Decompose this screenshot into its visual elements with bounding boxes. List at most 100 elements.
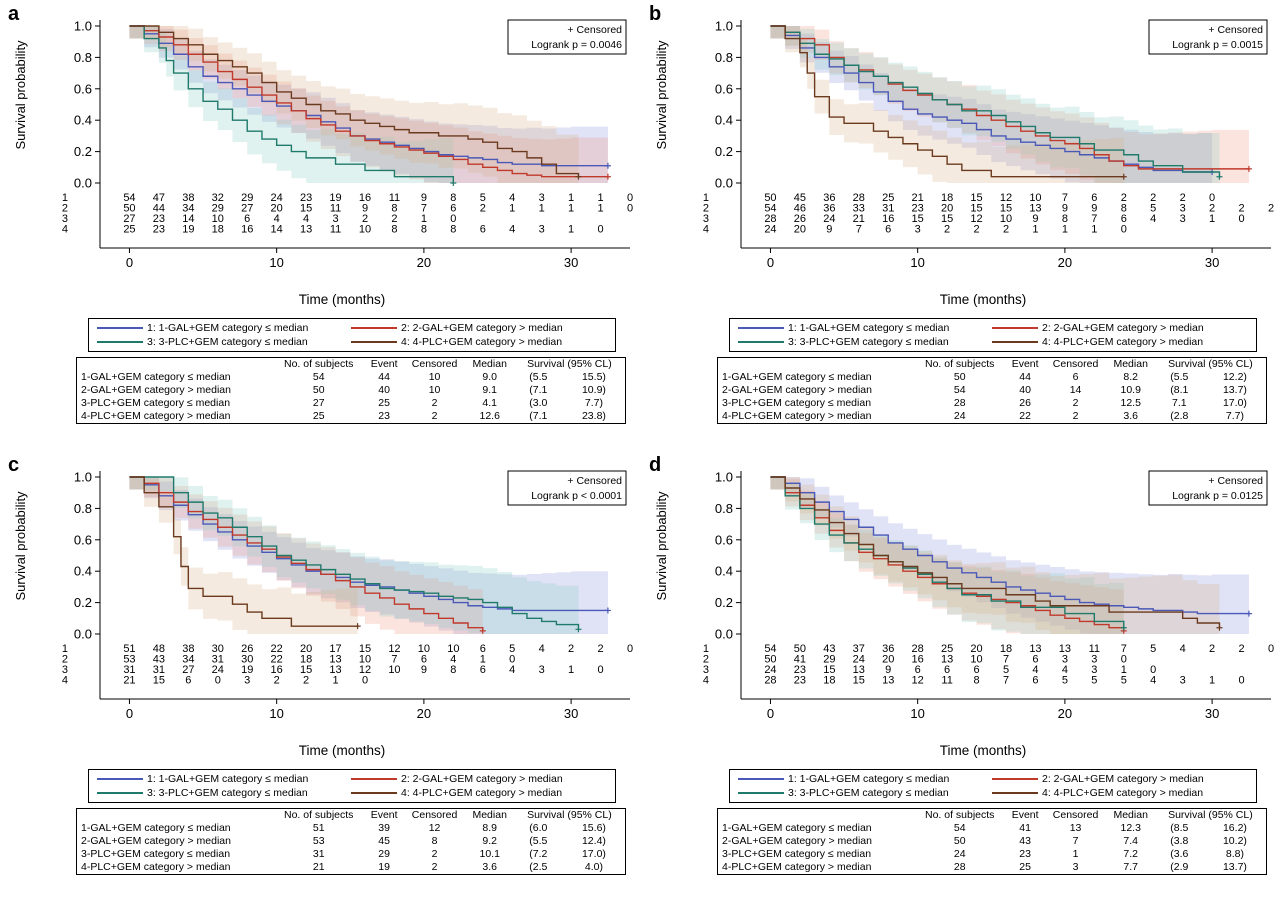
risk-count: 9 — [421, 664, 427, 676]
stats-table: No. of subjects Event Censored Median Surviv… — [717, 808, 1267, 875]
risk-count: 3 — [539, 664, 545, 676]
stats-cell: (3.0 — [529, 397, 548, 409]
legend-swatch — [738, 327, 784, 330]
risk-count: 32 — [212, 192, 224, 204]
risk-count: 13 — [853, 664, 865, 676]
risk-count: 12 — [359, 664, 371, 676]
legend-item-1: 1: 1-GAL+GEM category ≤ median — [738, 772, 949, 786]
risk-count: 11 — [330, 203, 341, 215]
stats-row: 2-GAL+GEM category > median 54 40 14 10.9 (8.… — [718, 384, 1266, 397]
survival-curve-4 — [129, 25, 580, 177]
x-tick-label: 30 — [1205, 255, 1219, 270]
risk-count: 4 — [509, 192, 515, 204]
stats-cell: 7.7 — [1123, 861, 1138, 873]
legend-box: 1: 1-GAL+GEM category ≤ median 2: 2-GAL+G… — [729, 318, 1257, 352]
y-tick-label: 0.8 — [74, 50, 92, 65]
legend-label: 1: 1-GAL+GEM category ≤ median — [147, 773, 309, 785]
risk-count: 54 — [123, 192, 135, 204]
x-tick-label: 0 — [767, 255, 774, 270]
risk-count: 24 — [212, 664, 224, 676]
y-tick-label: 0.4 — [715, 113, 733, 128]
risk-count: 24 — [823, 213, 835, 225]
stats-cell: 13.7) — [1222, 384, 1247, 396]
stats-header-cell: No. of subjects — [924, 358, 995, 370]
stats-cell: 2 — [431, 397, 438, 409]
censor-mark — [1216, 624, 1223, 631]
risk-row-id: 1 — [62, 643, 68, 655]
stats-cell: 19 — [378, 861, 390, 873]
risk-count: 2 — [303, 675, 309, 687]
risk-count: 8 — [450, 224, 456, 236]
risk-count: 15 — [823, 664, 835, 676]
risk-count: 2 — [973, 224, 979, 236]
risk-count: 43 — [153, 654, 165, 666]
risk-count: 9 — [1032, 213, 1038, 225]
risk-count: 3 — [1091, 664, 1097, 676]
stats-group-name: 4-PLC+GEM category > median — [81, 861, 231, 873]
confidence-band-1 — [129, 26, 608, 183]
risk-count: 6 — [185, 675, 191, 687]
risk-count: 4 — [450, 654, 456, 666]
stats-cell: 14 — [1069, 384, 1082, 396]
risk-count: 48 — [153, 643, 165, 655]
risk-count: 50 — [123, 203, 135, 215]
risk-count: 3 — [332, 213, 338, 225]
stats-header-row: No. of subjects Event Censored Median Surviv… — [718, 809, 1266, 822]
x-tick-label: 20 — [417, 255, 431, 270]
risk-count: 16 — [912, 654, 924, 666]
y-tick-label: 1.0 — [74, 470, 92, 485]
risk-count: 4 — [303, 213, 309, 225]
stats-table: No. of subjects Event Censored Median Surviv… — [76, 357, 626, 424]
stats-cell: 22 — [1019, 410, 1031, 422]
risk-count: 15 — [941, 213, 953, 225]
y-tick-label: 0.0 — [74, 176, 92, 191]
risk-count: 1 — [568, 203, 574, 215]
risk-count: 1 — [539, 203, 545, 215]
stats-header-cell: Survival (95% CL) — [527, 358, 612, 370]
legend-swatch — [97, 341, 143, 344]
stats-cell: 3.6 — [1123, 410, 1138, 422]
stats-cell: (2.9 — [1170, 861, 1189, 873]
risk-count: 9 — [885, 664, 891, 676]
stats-cell: 16.2) — [1222, 822, 1247, 834]
risk-count: 23 — [153, 213, 165, 225]
stats-row: 4-PLC+GEM category > median 21 19 2 3.6 (2.5 4… — [77, 861, 625, 874]
risk-count: 3 — [1180, 213, 1186, 225]
stats-cell: (5.5 — [529, 371, 548, 383]
risk-count: 4 — [274, 213, 280, 225]
risk-count: 3 — [539, 192, 545, 204]
confidence-band-3 — [129, 26, 454, 183]
risk-row-id: 3 — [703, 664, 709, 676]
stats-cell: 10.9 — [1120, 384, 1141, 396]
risk-count: 8 — [973, 675, 979, 687]
risk-row-id: 2 — [62, 654, 68, 666]
censor-mark — [479, 627, 486, 634]
risk-count: 18 — [212, 224, 224, 236]
panel-a: a Survival probability 0.0 0.2 0.4 0.6 0.8 1.0 +… — [0, 0, 636, 451]
risk-count: 7 — [1062, 192, 1068, 204]
x-tick-label: 20 — [1058, 255, 1072, 270]
risk-count: 15 — [300, 664, 312, 676]
risk-count: 20 — [271, 203, 283, 215]
risk-count: 15 — [970, 203, 982, 215]
risk-count: 15 — [853, 675, 865, 687]
risk-count: 5 — [1121, 675, 1127, 687]
logrank-label: Logrank p = 0.0015 — [1172, 39, 1263, 51]
legend-item-4: 4: 4-PLC+GEM category > median — [992, 335, 1203, 349]
y-axis-label: Survival probability — [13, 40, 28, 150]
x-tick-label: 0 — [126, 255, 133, 270]
survival-curve-1 — [770, 476, 1249, 615]
risk-count: 2 — [1209, 203, 1215, 215]
risk-count: 13 — [329, 654, 341, 666]
risk-row-id: 3 — [703, 213, 709, 225]
stats-cell: 7 — [1072, 835, 1079, 847]
stats-row: 1-GAL+GEM category ≤ median 50 44 6 8.2 (5.5 1… — [718, 371, 1266, 384]
stats-cell: 17.0) — [1222, 397, 1247, 409]
legend-box: 1: 1-GAL+GEM category ≤ median 2: 2-GAL+G… — [729, 769, 1257, 803]
survival-curve-3 — [129, 25, 455, 183]
risk-count: 7 — [1091, 213, 1097, 225]
risk-count: 18 — [1000, 643, 1012, 655]
risk-count: 53 — [123, 654, 135, 666]
stats-cell: 50 — [953, 371, 966, 383]
risk-count: 36 — [882, 643, 894, 655]
